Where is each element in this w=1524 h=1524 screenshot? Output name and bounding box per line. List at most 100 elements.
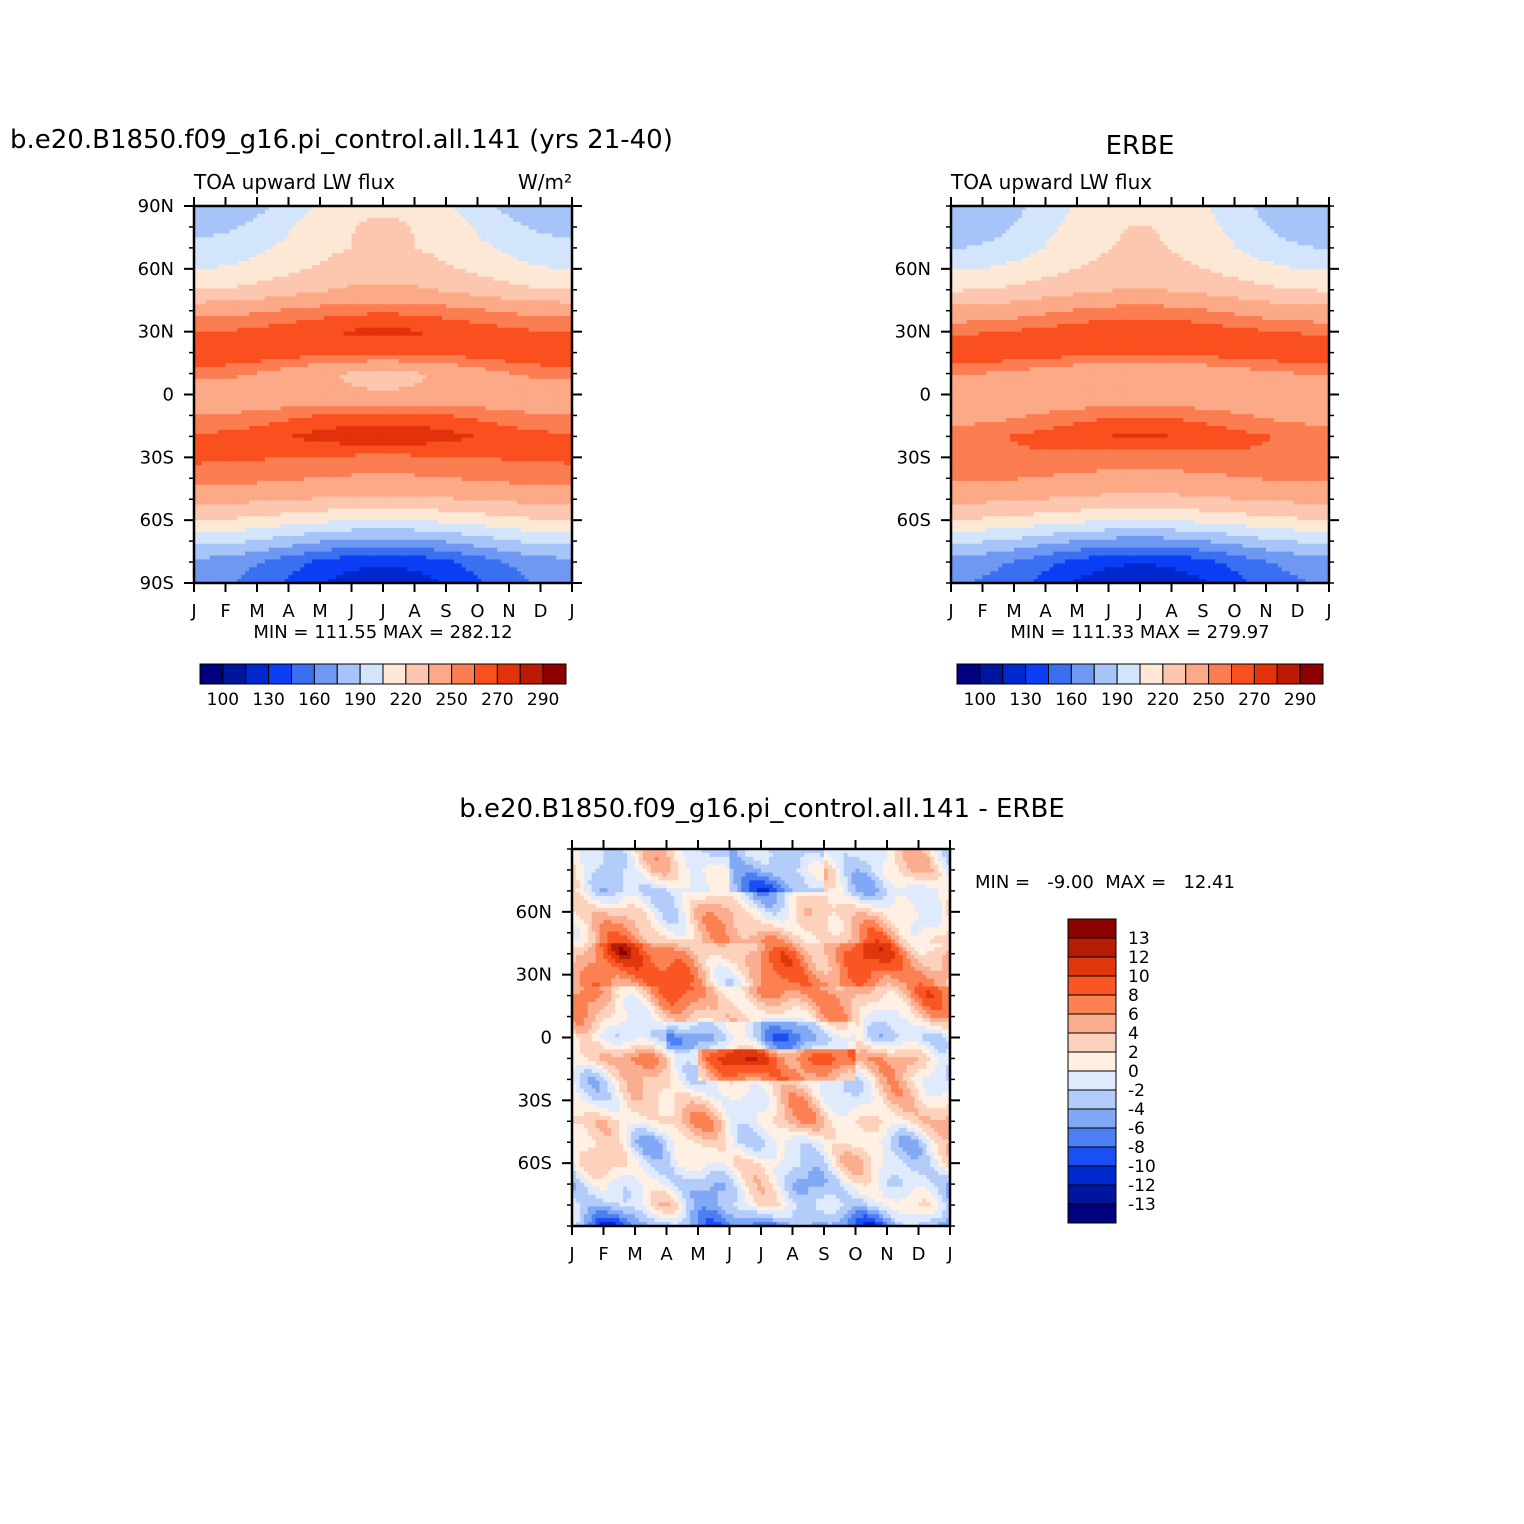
contour-cell (390, 465, 396, 470)
contour-cell (386, 461, 392, 466)
contour-cell (300, 535, 305, 541)
contour-cell (253, 206, 258, 211)
contour-cell (296, 449, 301, 455)
contour-cell (201, 257, 207, 262)
contour-cell (205, 359, 211, 364)
contour-cell (390, 461, 396, 466)
contour-cell (284, 457, 290, 462)
contour-cell (249, 241, 254, 246)
contour-cell (320, 386, 325, 392)
contour-cell (339, 367, 345, 372)
contour-cell (355, 535, 360, 541)
contour-cell (260, 480, 266, 486)
contour-cell (312, 272, 317, 278)
contour-cell (339, 280, 345, 286)
contour-cell (237, 571, 242, 576)
contour-cell (260, 288, 266, 293)
contour-cell (201, 425, 207, 431)
contour-cell (257, 280, 262, 286)
contour-cell (245, 504, 250, 509)
contour-cell (323, 327, 329, 333)
contour-cell (375, 323, 380, 329)
contour-cell (217, 390, 223, 396)
contour-cell (241, 528, 246, 533)
contour-cell (249, 253, 254, 258)
contour-cell (201, 488, 207, 494)
contour-cell (323, 374, 329, 380)
contour-cell (363, 390, 368, 396)
contour-cell (316, 429, 321, 435)
contour-cell (304, 264, 309, 270)
contour-cell (320, 571, 325, 576)
contour-cell (213, 453, 219, 458)
contour-cell (316, 209, 321, 215)
contour-cell (272, 394, 278, 400)
contour-cell (264, 319, 270, 325)
contour-cell (288, 209, 294, 215)
contour-cell (194, 461, 199, 466)
contour-cell (197, 249, 203, 254)
contour-cell (237, 441, 242, 447)
contour-cell (253, 488, 258, 494)
contour-cell (260, 516, 266, 521)
contour-cell (197, 374, 203, 380)
contour-cell (209, 323, 215, 329)
contour-cell (320, 425, 325, 431)
contour-cell (383, 241, 388, 246)
contour-cell (213, 249, 219, 254)
contour-cell (233, 449, 238, 455)
contour-cell (371, 429, 376, 435)
contour-cell (260, 579, 266, 583)
contour-cell (312, 414, 317, 419)
contour-cell (194, 524, 199, 529)
contour-cell (304, 453, 309, 458)
contour-cell (375, 390, 380, 396)
contour-cell (229, 425, 234, 431)
contour-cell (339, 433, 345, 439)
contour-cell (312, 512, 317, 517)
contour-cell (379, 441, 384, 447)
contour-cell (245, 414, 250, 419)
contour-cell (343, 323, 349, 329)
contour-cell (257, 209, 262, 215)
contour-cell (363, 312, 368, 317)
contour-cell (260, 543, 266, 549)
contour-cell (331, 414, 337, 419)
contour-cell (209, 209, 215, 215)
contour-cell (213, 367, 219, 372)
contour-cell (260, 559, 266, 564)
contour-cell (355, 276, 360, 282)
contour-cell (351, 496, 357, 502)
contour-cell (316, 335, 321, 341)
contour-cell (237, 327, 242, 333)
contour-cell (249, 347, 254, 352)
contour-cell (394, 351, 400, 356)
contour-cell (375, 539, 380, 545)
contour-cell (304, 484, 309, 490)
contour-cell (371, 547, 376, 553)
contour-cell (363, 488, 368, 494)
contour-cell (225, 414, 231, 419)
contour-cell (347, 579, 353, 583)
contour-cell (320, 504, 325, 509)
contour-cell (241, 410, 246, 415)
contour-cell (379, 260, 384, 266)
contour-cell (221, 410, 227, 415)
contour-cell (225, 406, 231, 411)
contour-cell (225, 292, 231, 297)
contour-cell (312, 579, 317, 583)
contour-cell (383, 288, 388, 293)
contour-cell (323, 492, 329, 498)
contour-cell (390, 520, 396, 525)
contour-cell (197, 217, 203, 223)
contour-cell (225, 229, 231, 235)
contour-cell (375, 579, 380, 583)
contour-cell (229, 343, 234, 348)
contour-cell (347, 315, 353, 321)
contour-cell (272, 253, 278, 258)
contour-cell (257, 343, 262, 348)
contour-cell (284, 355, 290, 360)
contour-cell (253, 441, 258, 447)
contour-cell (205, 476, 211, 482)
contour-cell (201, 567, 207, 572)
